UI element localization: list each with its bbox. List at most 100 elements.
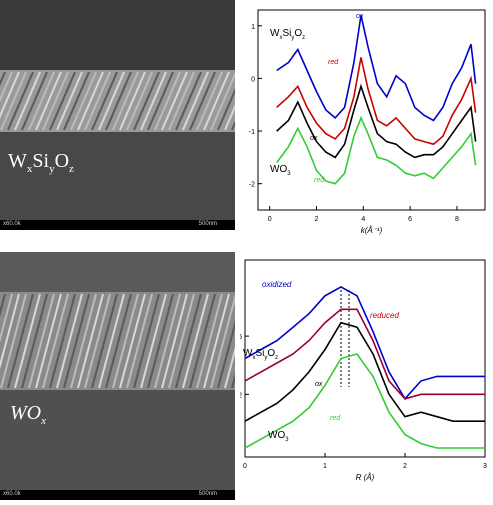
sem-scale-bar: x60.0k 500nm bbox=[0, 490, 235, 500]
sem-column-streak bbox=[49, 71, 76, 131]
sem-column-streak bbox=[175, 71, 202, 131]
sem-column-streak bbox=[63, 293, 90, 389]
x-tick-label: 1 bbox=[323, 463, 327, 470]
annotation-label: WO3 bbox=[270, 164, 291, 177]
annotation-part: W bbox=[270, 28, 280, 39]
sem-column-streak bbox=[91, 293, 118, 389]
sem-column-streak bbox=[77, 71, 104, 131]
sem-column-streak bbox=[154, 71, 181, 131]
sem-column-streak bbox=[0, 293, 6, 317]
sem-column-streak bbox=[133, 293, 160, 389]
sem-column-streak bbox=[133, 71, 160, 131]
sem-column-streak bbox=[0, 71, 13, 103]
sem-column-streak bbox=[112, 293, 139, 389]
sem-label-wox: WOx bbox=[10, 402, 46, 427]
sem-column-streak bbox=[105, 293, 132, 389]
sem-column-streak bbox=[28, 71, 55, 131]
annotation-part: x bbox=[279, 35, 282, 41]
sem-column-streak bbox=[35, 293, 62, 389]
y-tick-label: -2 bbox=[249, 182, 255, 189]
chart-r-space-svg: 0 1 2 3 0.25 0.12 R (Å) oxidized reduced WxSiyOz o… bbox=[228, 259, 487, 482]
sem-column-streak bbox=[126, 71, 153, 131]
annotation-part: Si bbox=[282, 28, 291, 39]
series-line-ox bbox=[276, 83, 477, 159]
series-line-ox bbox=[244, 321, 485, 422]
annotation-label: WxSiyOz bbox=[270, 28, 305, 41]
sem-column-streak bbox=[189, 293, 216, 389]
sem-column-streak bbox=[14, 71, 41, 131]
annotation-part: z bbox=[275, 355, 278, 361]
sem-column-streak bbox=[105, 71, 132, 131]
chart-k-space: 0 2 4 6 8 1 0 -1 -2 k(Å⁻¹) WxSiyOz ox red ox WO3 red bbox=[240, 0, 493, 252]
sem-column-streak bbox=[140, 71, 167, 131]
annotation-label: ox bbox=[315, 381, 323, 388]
annotation-part: z bbox=[302, 35, 305, 41]
annotation-label: oxidized bbox=[262, 280, 292, 289]
sem-column-streak bbox=[0, 293, 13, 344]
sem-column-streak bbox=[35, 71, 62, 131]
sem-column-streak bbox=[182, 293, 209, 389]
sem-magnification: x60.0k bbox=[3, 221, 21, 227]
annotation-part: y bbox=[291, 35, 294, 41]
annotation-label: reduced bbox=[370, 311, 399, 320]
annotation-part: y bbox=[264, 355, 267, 361]
sem-column-streak bbox=[147, 71, 174, 131]
sem-column-streak bbox=[70, 71, 97, 131]
sem-column-streak bbox=[203, 293, 230, 389]
series-line-oxidized bbox=[244, 285, 485, 401]
sem-column-streak bbox=[0, 71, 27, 131]
x-tick-label: 0 bbox=[268, 216, 272, 223]
sem-column-streak bbox=[161, 293, 188, 389]
annotation-label: WO3 bbox=[268, 430, 289, 443]
sem-column-streak bbox=[126, 293, 153, 389]
sem-column-streak bbox=[168, 71, 195, 131]
sem-column-streak bbox=[210, 71, 235, 131]
annotation-label: red bbox=[328, 59, 339, 66]
sem-column-streak bbox=[161, 71, 188, 131]
sem-column-streak bbox=[168, 293, 195, 389]
sem-column-streak bbox=[196, 71, 223, 131]
sem-column-streak bbox=[49, 293, 76, 389]
sem-column-streak bbox=[42, 293, 69, 389]
annotation-label: ox bbox=[310, 135, 318, 142]
sem-column-streak bbox=[77, 293, 104, 389]
sem-column-streak bbox=[0, 71, 6, 87]
series-line-red bbox=[276, 115, 477, 185]
sem-column-streak bbox=[224, 104, 235, 131]
sem-label-wxsiyoz: WxSiyOz bbox=[8, 150, 74, 175]
y-tick-label: 0 bbox=[251, 76, 255, 83]
sem-column-streak bbox=[224, 346, 235, 389]
sem-magnification: x60.0k bbox=[3, 491, 21, 497]
series-line-ox bbox=[276, 15, 477, 122]
x-tick-label: 0 bbox=[243, 463, 247, 470]
sem-column-streak bbox=[210, 293, 235, 389]
sem-scale-length: 500nm bbox=[198, 221, 217, 227]
chart-r-space: 0 1 2 3 0.25 0.12 R (Å) oxidized reduced WxSiyOz o… bbox=[228, 252, 493, 500]
sem-column-streak bbox=[182, 71, 209, 131]
sem-column-streak bbox=[119, 293, 146, 389]
sem-scale-bar: x60.0k 500nm bbox=[0, 220, 235, 230]
annotation-part: Si bbox=[255, 348, 264, 359]
sem-column-streak bbox=[56, 71, 83, 131]
annotation-part: W bbox=[243, 348, 253, 359]
sem-column-streak bbox=[7, 293, 34, 389]
annotation-part: O bbox=[267, 348, 275, 359]
annotation-label: red bbox=[314, 177, 325, 184]
x-tick-label: 2 bbox=[315, 216, 319, 223]
sem-column-streak bbox=[217, 320, 235, 389]
annotation-part: 3 bbox=[285, 437, 289, 443]
sem-column-streak bbox=[42, 71, 69, 131]
annotation-label: WxSiyOz bbox=[243, 348, 278, 361]
sem-texture-top bbox=[0, 0, 235, 220]
sem-texture-bottom bbox=[0, 252, 235, 490]
sem-column-streak bbox=[140, 293, 167, 389]
sem-column-streak bbox=[147, 293, 174, 389]
annotation-part: O bbox=[294, 28, 302, 39]
y-tick-label: 1 bbox=[251, 24, 255, 31]
sem-column-streak bbox=[56, 293, 83, 389]
annotation-label: red bbox=[330, 415, 341, 422]
sem-column-streak bbox=[63, 71, 90, 131]
sem-scale-length: 500nm bbox=[198, 491, 217, 497]
sem-column-streak bbox=[21, 293, 48, 389]
annotation-part: 3 bbox=[287, 171, 291, 177]
